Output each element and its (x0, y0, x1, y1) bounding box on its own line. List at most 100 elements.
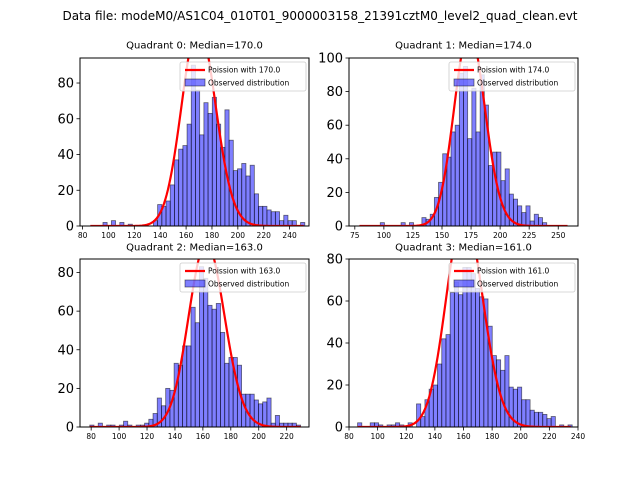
legend-box (448, 262, 576, 293)
histogram-bar (186, 345, 192, 427)
histogram-bar (220, 331, 226, 427)
xtick-label: 200 (493, 231, 508, 240)
ytick-label: 20 (326, 186, 343, 201)
subplot-quadrant-0: 0 20 40 60 80 80 100 120 140 160 180 200 220 240 Poiss… (57, 41, 310, 240)
ytick-label: 40 (326, 152, 343, 167)
ytick-label: 0 (335, 220, 343, 235)
xtick-label: 240 (282, 231, 297, 240)
histogram-bar (270, 211, 276, 226)
ytick-label: 80 (326, 85, 343, 100)
histogram-bar (258, 205, 264, 226)
histogram-bar (449, 292, 455, 427)
histogram-bar (525, 205, 531, 226)
histogram-bar (420, 416, 426, 427)
axes-frame (79, 258, 310, 428)
xtick-label: 150 (435, 231, 450, 240)
ytick-label: 0 (66, 421, 74, 436)
histogram-bar (533, 213, 539, 226)
xtick-label: 140 (428, 432, 443, 441)
xtick-label: 140 (168, 432, 183, 441)
ytick-label: 20 (57, 382, 74, 397)
histogram-bar (525, 399, 531, 427)
xtick-label: 80 (86, 432, 96, 441)
histogram-bar (441, 338, 447, 427)
legend-label: Poission with 161.0 (477, 267, 550, 276)
histogram-bar (475, 131, 481, 226)
xtick-label: 160 (179, 231, 194, 240)
legend-bar-swatch (453, 78, 475, 87)
xtick-label: 180 (205, 231, 220, 240)
histogram-bar (274, 415, 280, 427)
histogram-bar (178, 148, 184, 226)
histogram-bar (169, 184, 175, 226)
histogram-bar (224, 362, 230, 427)
ytick-label: 40 (57, 148, 74, 163)
histogram-bar (542, 413, 548, 427)
histogram-bar (508, 386, 514, 427)
legend: Poission with 170.0 Observed distribution (179, 61, 307, 92)
histogram-bar (538, 217, 543, 226)
histogram-bar (458, 294, 464, 427)
histogram-bar (174, 159, 180, 226)
histogram-bar (97, 422, 103, 427)
histogram-bar (453, 281, 459, 427)
subplot-quadrant-2: 0 20 40 60 80 80 100 120 140 160 180 200 220 Poission… (57, 243, 310, 441)
plot-area (90, 58, 306, 226)
legend-label: Observed distribution (477, 280, 558, 289)
histogram-bar (253, 193, 259, 226)
histogram-bar (203, 277, 209, 427)
ytick-label: 0 (335, 421, 343, 436)
histogram-bar (186, 123, 192, 226)
histogram-bar (203, 102, 209, 226)
histogram-bar (450, 131, 456, 226)
xtick-label: 220 (542, 432, 557, 441)
xtick-label: 250 (551, 231, 566, 240)
histogram-bar (266, 209, 272, 226)
subplot-title: Quadrant 0: Median=170.0 (126, 41, 263, 52)
legend-box (179, 61, 307, 92)
histogram-bar (517, 205, 523, 226)
histogram-bar (458, 72, 464, 226)
xtick-label: 240 (571, 432, 586, 441)
xtick-label: 120 (399, 432, 414, 441)
histogram-bar (165, 200, 171, 226)
xtick-label: 140 (153, 231, 168, 240)
ytick-label: 40 (57, 343, 74, 358)
histogram-bar (471, 87, 477, 226)
histogram-bar (504, 355, 510, 427)
xtick-label: 160 (196, 432, 211, 441)
subplot-title: Quadrant 1: Median=174.0 (395, 41, 532, 52)
xtick-label: 175 (464, 231, 479, 240)
xtick-label: 125 (406, 231, 421, 240)
histogram-bar (228, 357, 234, 427)
ytick-label: 80 (57, 266, 74, 281)
ytick-label: 20 (57, 184, 74, 199)
histogram-bar (479, 296, 485, 427)
histogram-bar (521, 212, 527, 226)
ytick-label: 60 (326, 119, 343, 134)
ytick-label: 60 (57, 112, 74, 127)
subplot-quadrant-1: 0 20 40 60 80 100 75 100 125 150 175 200 225 250 Poiss… (318, 41, 579, 240)
legend-bar-swatch (184, 78, 206, 87)
axes-frame (348, 57, 579, 227)
histogram-bar (475, 287, 481, 427)
histogram-bar (529, 409, 535, 427)
histogram-bar (521, 399, 527, 427)
histogram-bar (283, 214, 289, 226)
legend-label: Observed distribution (208, 280, 289, 289)
legend-label: Observed distribution (477, 79, 558, 88)
xtick-label: 120 (140, 432, 155, 441)
histogram-bar (182, 145, 188, 226)
legend-box (179, 262, 307, 293)
histogram-bar (454, 124, 460, 226)
histogram-bar (432, 384, 438, 427)
histogram-bar (538, 411, 544, 427)
legend: Poission with 163.0 Observed distribution (179, 262, 307, 293)
xtick-label: 100 (377, 231, 392, 240)
histogram-bar (416, 403, 422, 427)
plot-area (359, 58, 568, 226)
histogram-bar (446, 156, 452, 226)
histogram-bar (249, 164, 255, 226)
subplot-quadrant-3: 0 20 40 60 80 80 100 120 140 160 180 200 220 240 Poiss… (326, 243, 586, 442)
